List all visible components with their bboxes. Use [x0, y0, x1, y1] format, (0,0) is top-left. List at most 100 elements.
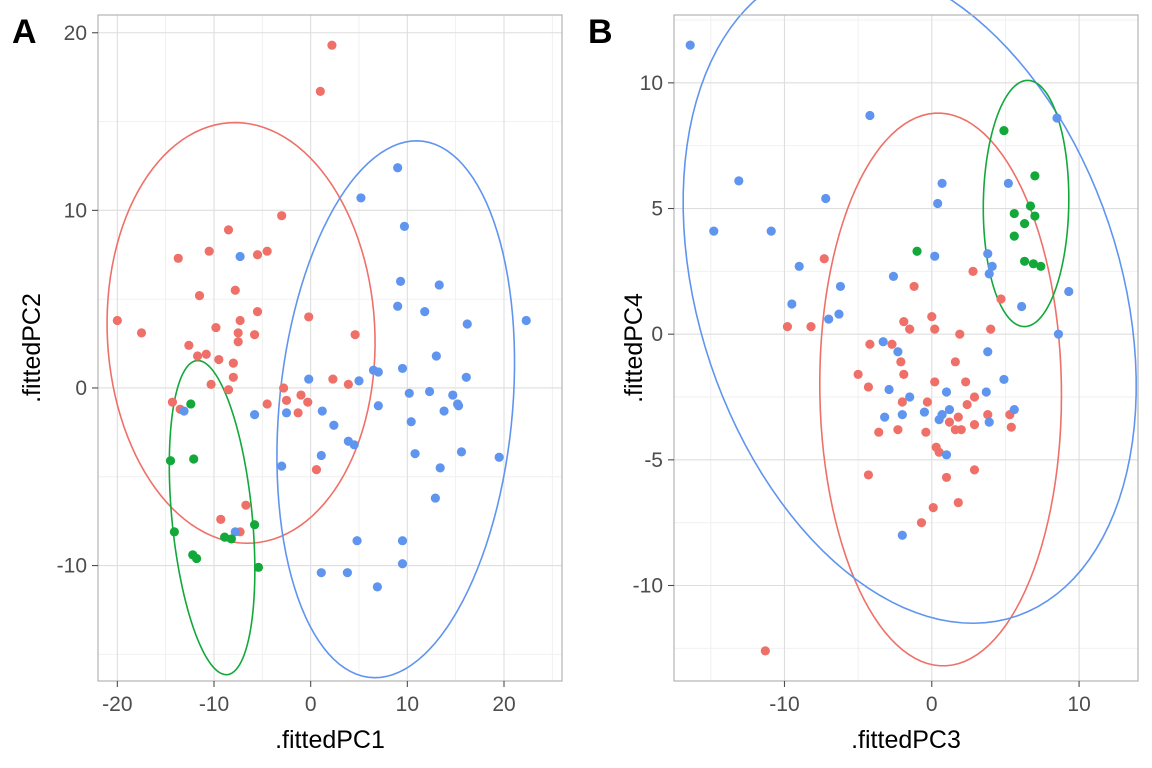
red-point — [252, 250, 263, 260]
blue-point — [981, 387, 991, 397]
blue-point — [316, 450, 326, 461]
red-point — [136, 328, 147, 338]
blue-point — [897, 410, 907, 420]
blue-point — [824, 314, 834, 324]
blue-point — [984, 269, 994, 279]
blue-point — [352, 536, 362, 546]
red-point — [893, 425, 903, 435]
red-point — [214, 354, 224, 365]
blue-point — [453, 401, 464, 411]
blue-point — [397, 363, 408, 374]
blue-point — [373, 401, 383, 411]
x-tick-label: -20 — [102, 693, 132, 716]
blue-point — [1052, 113, 1062, 123]
red-point — [328, 374, 338, 384]
blue-point — [944, 404, 955, 415]
red-point — [760, 646, 770, 656]
y-tick-label: -10 — [57, 555, 87, 578]
blue-point — [1003, 178, 1013, 188]
red-point — [350, 330, 360, 340]
blue-point — [521, 315, 531, 326]
green-point — [999, 126, 1009, 136]
blue-point — [393, 163, 403, 173]
red-point — [167, 397, 178, 407]
red-point — [173, 253, 183, 263]
red-point — [928, 502, 938, 513]
red-point — [192, 351, 203, 361]
y-tick-label: 20 — [64, 22, 87, 45]
blue-point — [354, 376, 364, 386]
red-point — [262, 246, 272, 256]
red-point — [934, 447, 944, 457]
green-point — [1025, 201, 1036, 211]
red-point — [899, 317, 909, 327]
panel-a-x-axis-title: .fittedPC1 — [275, 726, 385, 754]
green-point — [1030, 211, 1040, 221]
red-point — [863, 382, 874, 392]
panel-label-a: A — [12, 13, 37, 51]
panel-b-y-axis-title: .fittedPC4 — [620, 293, 648, 403]
red-point — [969, 465, 980, 475]
blue-point — [941, 387, 952, 397]
blue-point — [766, 226, 776, 236]
green-point — [192, 553, 202, 564]
panel-b-points — [685, 40, 1074, 656]
red-point — [201, 349, 211, 359]
blue-point — [821, 193, 831, 204]
red-point — [956, 425, 966, 435]
red-point — [315, 86, 325, 96]
panel-b-frame — [673, 14, 1139, 682]
green-point — [189, 454, 199, 464]
blue-point — [934, 415, 944, 425]
blue-point — [983, 249, 993, 259]
red-point — [819, 254, 829, 264]
blue-point — [431, 351, 441, 361]
x-tick-label: 0 — [926, 693, 938, 716]
red-point — [230, 285, 240, 295]
blue-point — [984, 417, 994, 427]
panel-b-grid — [674, 15, 1138, 681]
red-point — [223, 225, 234, 235]
blue-point — [420, 306, 430, 317]
red-point — [955, 329, 965, 339]
y-tick-label: 5 — [651, 198, 663, 221]
blue-point — [424, 386, 435, 397]
red-point — [874, 427, 884, 437]
blue-point — [406, 417, 416, 427]
red-point — [968, 266, 978, 276]
red-point — [235, 315, 245, 326]
blue-point — [878, 337, 888, 347]
y-tick-label: -5 — [644, 449, 663, 472]
blue-point — [834, 309, 844, 319]
blue-point — [987, 261, 997, 271]
blue-point — [410, 449, 420, 459]
blue-point — [397, 536, 408, 546]
blue-point — [235, 251, 245, 262]
blue-point — [919, 407, 930, 417]
red-point — [806, 322, 816, 332]
red-point — [853, 369, 863, 379]
panel-a-y-axis-title: .fittedPC2 — [18, 293, 46, 403]
green-group-ellipse — [982, 79, 1070, 328]
red-point — [262, 399, 272, 409]
blue-point — [397, 559, 408, 569]
red-point — [969, 392, 980, 402]
red-point — [944, 417, 955, 427]
red-point — [296, 390, 306, 400]
green-point — [1036, 261, 1046, 271]
blue-point — [930, 251, 940, 261]
red-point — [897, 397, 907, 407]
red-point — [941, 472, 952, 483]
red-point — [782, 322, 793, 332]
x-tick-label: 10 — [396, 693, 419, 716]
red-point — [921, 427, 931, 437]
panel-b-y-ticks: -10 -5 0 5 10 — [633, 72, 674, 597]
x-tick-label: 0 — [305, 693, 317, 716]
red-point — [953, 412, 963, 422]
red-point — [953, 497, 963, 508]
red-point — [303, 397, 313, 407]
blue-point — [395, 276, 406, 286]
green-point — [226, 534, 236, 544]
blue-point — [372, 582, 382, 592]
